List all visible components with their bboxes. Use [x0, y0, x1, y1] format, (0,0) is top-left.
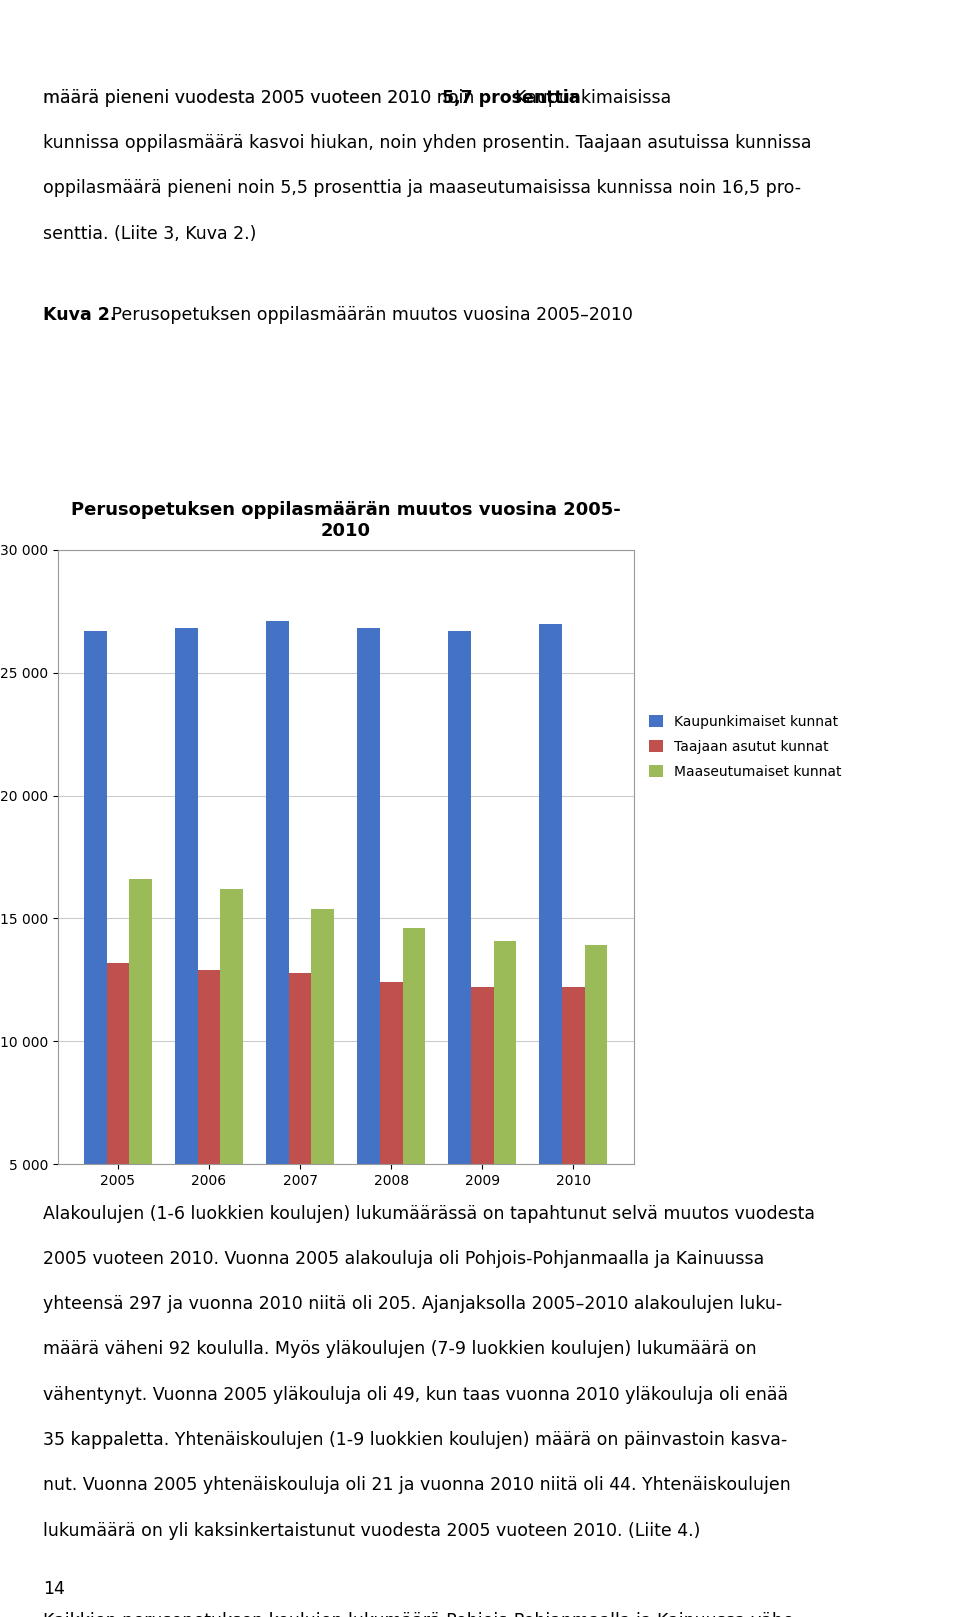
Text: määrä pieneni vuodesta 2005 vuoteen 2010 noin: määrä pieneni vuodesta 2005 vuoteen 2010… — [43, 89, 480, 107]
Text: Kaikkien perusopetuksen koulujen lukumäärä Pohjois-Pohjanmaalla ja Kainuussa väh: Kaikkien perusopetuksen koulujen lukumää… — [43, 1612, 801, 1617]
Text: Kuva 2.: Kuva 2. — [43, 306, 116, 325]
Text: määrä pieneni vuodesta 2005 vuoteen 2010 noin: määrä pieneni vuodesta 2005 vuoteen 2010… — [43, 89, 480, 107]
Text: 2005 vuoteen 2010. Vuonna 2005 alakouluja oli Pohjois-Pohjanmaalla ja Kainuussa: 2005 vuoteen 2010. Vuonna 2005 alakouluj… — [43, 1250, 764, 1268]
Bar — [130, 880, 152, 1287]
Text: määrä pieneni vuodesta 2005 vuoteen 2010 noin 5,7 prosenttia. Kaupunkimaisissa: määrä pieneni vuodesta 2005 vuoteen 2010… — [43, 89, 769, 107]
Bar — [402, 928, 425, 1287]
Bar — [493, 941, 516, 1287]
Text: . Kaupunkimaisissa: . Kaupunkimaisissa — [504, 89, 671, 107]
Text: kunnissa oppilasmäärä kasvoi hiukan, noin yhden prosentin. Taajaan asutuissa kun: kunnissa oppilasmäärä kasvoi hiukan, noi… — [43, 134, 812, 152]
Bar — [84, 631, 107, 1287]
Bar — [311, 909, 334, 1287]
Text: nut. Vuonna 2005 yhtenäiskouluja oli 21 ja vuonna 2010 niitä oli 44. Yhtenäiskou: nut. Vuonna 2005 yhtenäiskouluja oli 21 … — [43, 1476, 791, 1494]
Bar — [221, 889, 243, 1287]
Bar — [380, 983, 402, 1287]
Text: vähentynyt. Vuonna 2005 yläkouluja oli 49, kun taas vuonna 2010 yläkouluja oli e: vähentynyt. Vuonna 2005 yläkouluja oli 4… — [43, 1386, 788, 1404]
Bar — [585, 946, 608, 1287]
Bar — [448, 631, 470, 1287]
Text: määrä väheni 92 koululla. Myös yläkoulujen (7-9 luokkien koulujen) lukumäärä on: määrä väheni 92 koululla. Myös yläkouluj… — [43, 1340, 756, 1358]
Title: Perusopetuksen oppilasmäärän muutos vuosina 2005-
2010: Perusopetuksen oppilasmäärän muutos vuos… — [71, 501, 620, 540]
Bar — [562, 988, 585, 1287]
Text: 35 kappaletta. Yhtenäiskoulujen (1-9 luokkien koulujen) määrä on päinvastoin kas: 35 kappaletta. Yhtenäiskoulujen (1-9 luo… — [43, 1431, 787, 1449]
Text: senttia. (Liite 3, Kuva 2.): senttia. (Liite 3, Kuva 2.) — [43, 225, 256, 243]
Bar — [266, 621, 289, 1287]
Bar — [357, 629, 380, 1287]
Text: Perusopetuksen oppilasmäärän muutos vuosina 2005–2010: Perusopetuksen oppilasmäärän muutos vuos… — [106, 306, 633, 325]
Bar — [540, 624, 562, 1287]
Bar — [198, 970, 221, 1287]
Text: oppilasmäärä pieneni noin 5,5 prosenttia ja maaseutumaisissa kunnissa noin 16,5 : oppilasmäärä pieneni noin 5,5 prosenttia… — [43, 179, 802, 197]
Bar — [289, 972, 311, 1287]
Text: lukumäärä on yli kaksinkertaistunut vuodesta 2005 vuoteen 2010. (Liite 4.): lukumäärä on yli kaksinkertaistunut vuod… — [43, 1522, 701, 1539]
Bar — [107, 962, 130, 1287]
Text: 14: 14 — [43, 1580, 65, 1598]
Text: Alakoulujen (1-6 luokkien koulujen) lukumäärässä on tapahtunut selvä muutos vuod: Alakoulujen (1-6 luokkien koulujen) luku… — [43, 1205, 815, 1222]
Text: 5,7 prosenttia: 5,7 prosenttia — [442, 89, 580, 107]
Text: yhteensä 297 ja vuonna 2010 niitä oli 205. Ajanjaksolla 2005–2010 alakoulujen lu: yhteensä 297 ja vuonna 2010 niitä oli 20… — [43, 1295, 782, 1313]
Bar — [470, 988, 493, 1287]
Bar — [175, 629, 198, 1287]
Legend: Kaupunkimaiset kunnat, Taajaan asutut kunnat, Maaseutumaiset kunnat: Kaupunkimaiset kunnat, Taajaan asutut ku… — [645, 710, 846, 783]
